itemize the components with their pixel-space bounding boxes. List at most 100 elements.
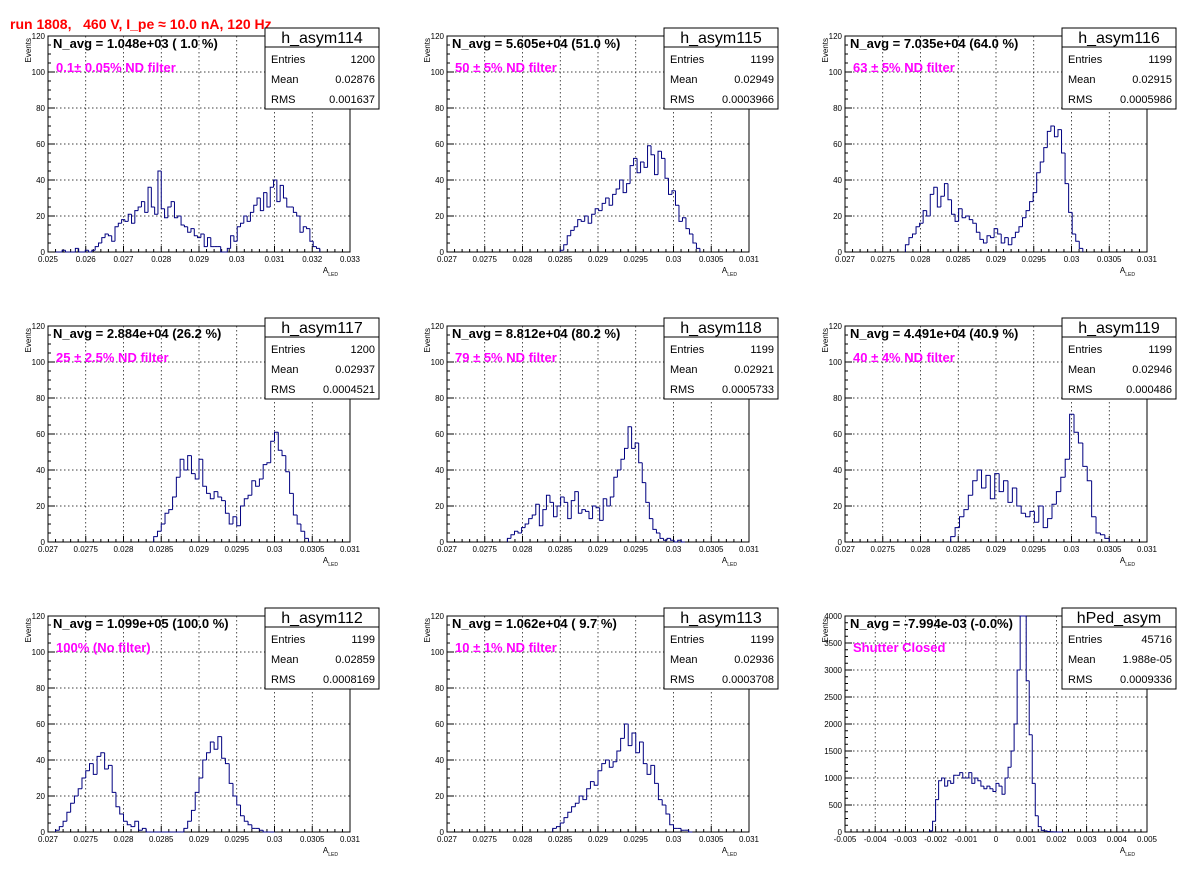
y-tick-label: 20 <box>435 792 444 801</box>
histogram-name: h_asym118 <box>680 320 762 337</box>
histogram-bin <box>154 537 158 542</box>
stats-mean-label: Mean <box>1068 74 1096 86</box>
y-tick-label: 80 <box>435 684 444 693</box>
x-tick-label: 0.005 <box>1137 835 1158 844</box>
histogram-bin <box>620 180 623 189</box>
histogram-bin <box>233 517 237 524</box>
stats-entries-label: Entries <box>271 634 306 646</box>
y-axis-label: Events <box>24 38 33 62</box>
filter-annotation: 10 ± 1% ND filter <box>455 640 557 655</box>
histogram-bin <box>641 162 644 173</box>
histogram-bin <box>97 756 101 774</box>
stats-rms-value: 0.0009336 <box>1120 674 1172 686</box>
histogram-bin <box>600 508 604 521</box>
histogram-bin <box>1040 162 1044 173</box>
x-tick-label: 0.031 <box>340 835 361 844</box>
histogram-bin <box>649 502 653 518</box>
histogram-bin <box>948 184 952 200</box>
histogram-bin <box>582 510 586 514</box>
x-tick-label: 0.0285 <box>548 835 573 844</box>
stats-mean-value: 0.02936 <box>734 654 774 666</box>
stats-entries-value: 1200 <box>351 54 375 66</box>
x-tick-label: 0.032 <box>302 255 323 264</box>
histogram-bin <box>1030 202 1034 211</box>
histogram-bin <box>590 782 594 789</box>
stats-entries-value: 1199 <box>750 344 774 356</box>
x-tick-label: 0.0275 <box>871 255 896 264</box>
histogram-bin <box>583 796 587 800</box>
histogram-bin <box>1032 735 1035 784</box>
histogram-bin <box>157 531 161 536</box>
histogram-bin <box>1070 414 1074 459</box>
histogram-bin <box>614 477 618 497</box>
y-tick-label: 40 <box>435 176 444 185</box>
x-axis-label-subscript: LED <box>727 852 737 858</box>
histogram-bin <box>1039 506 1043 522</box>
histogram-bin <box>556 827 560 829</box>
histogram-bin <box>539 504 543 526</box>
histogram-bin <box>966 216 970 218</box>
histogram-bin <box>1043 506 1047 528</box>
histogram-bin <box>920 223 924 227</box>
x-tick-label: -0.001 <box>954 835 977 844</box>
histogram-bin <box>161 171 164 209</box>
n-avg-label: N_avg = 4.491e+04 (40.9 %) <box>850 326 1018 341</box>
y-tick-label: 60 <box>435 140 444 149</box>
x-tick-label: 0.0275 <box>74 545 99 554</box>
x-axis-label-subscript: LED <box>727 562 737 568</box>
histogram-bin <box>598 771 602 785</box>
histogram-bin <box>1072 212 1076 234</box>
y-tick-label: 2500 <box>824 693 842 702</box>
x-tick-label: 0.028 <box>151 255 172 264</box>
histogram-bin <box>679 205 682 221</box>
histogram-bin <box>630 166 633 184</box>
histogram-bin <box>184 459 188 470</box>
x-tick-label: 0 <box>994 835 999 844</box>
histogram-bin <box>310 229 313 242</box>
histogram-bin <box>646 483 650 503</box>
histogram-bin <box>668 178 671 194</box>
histogram-bin <box>124 814 128 821</box>
histogram-bin <box>977 470 981 481</box>
histogram-bin <box>658 783 662 799</box>
histogram-bars <box>905 126 1082 252</box>
stats-entries-label: Entries <box>670 54 705 66</box>
y-tick-label: 120 <box>431 612 445 621</box>
histogram-bin <box>941 196 945 207</box>
y-tick-label: 40 <box>36 176 45 185</box>
stats-entries-label: Entries <box>1068 634 1103 646</box>
histogram-bin <box>218 492 222 497</box>
histogram-name: h_asym119 <box>1078 320 1160 337</box>
x-axis-label-subscript: LED <box>727 272 737 278</box>
histogram-bin <box>135 821 139 826</box>
histogram-bin <box>169 510 173 514</box>
histogram-bin <box>621 738 625 751</box>
x-tick-label: 0.0295 <box>624 835 649 844</box>
histogram-bin <box>609 760 613 767</box>
y-axis-label: Events <box>24 328 33 352</box>
histogram-bin <box>195 792 199 810</box>
histogram-bin <box>1011 751 1014 767</box>
histogram-bin <box>674 825 678 829</box>
y-tick-label: 40 <box>435 756 444 765</box>
y-tick-label: 60 <box>435 430 444 439</box>
histogram-bin <box>642 463 646 483</box>
histogram-bin <box>191 810 195 821</box>
x-axis-label-subscript: LED <box>1125 852 1135 858</box>
histogram-bin <box>664 538 668 540</box>
histogram-bin <box>976 223 980 232</box>
y-tick-label: 40 <box>435 466 444 475</box>
y-tick-label: 40 <box>833 466 842 475</box>
x-tick-label: 0.0285 <box>548 545 573 554</box>
histogram-bin <box>606 198 609 203</box>
y-tick-label: 0 <box>838 828 843 837</box>
histogram-bin <box>995 474 999 499</box>
x-axis-label: ALED <box>1120 266 1135 278</box>
stats-mean-label: Mean <box>271 74 299 86</box>
x-tick-label: 0.03 <box>267 545 283 554</box>
histogram-bars <box>507 427 684 542</box>
x-tick-label: 0.0285 <box>149 835 174 844</box>
histogram-bin <box>1026 513 1030 517</box>
